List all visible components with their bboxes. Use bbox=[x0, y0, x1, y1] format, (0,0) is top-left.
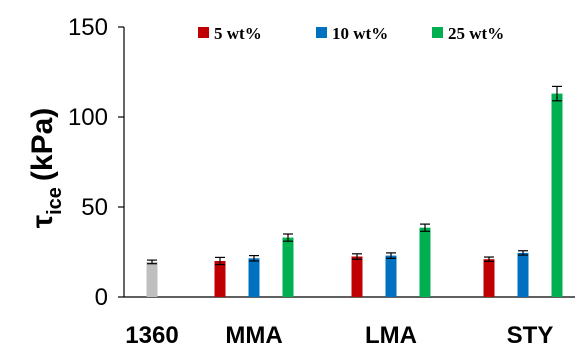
bar-series-2 bbox=[517, 252, 529, 297]
x-category-label: STY bbox=[507, 322, 554, 349]
bar-series-1 bbox=[214, 261, 226, 297]
bar-series-3 bbox=[282, 237, 294, 297]
bar-series-1 bbox=[351, 256, 363, 297]
bar-series-2 bbox=[248, 258, 260, 297]
legend-label: 5 wt% bbox=[214, 24, 262, 43]
bar-series-1 bbox=[483, 259, 495, 297]
legend-swatch bbox=[198, 27, 209, 38]
x-category-label: 1360 bbox=[125, 322, 178, 349]
legend: 5 wt% 10 wt% 25 wt% bbox=[198, 24, 504, 43]
y-tick-label: 100 bbox=[68, 104, 108, 131]
legend-label: 25 wt% bbox=[448, 24, 504, 43]
y-tick-label: 50 bbox=[81, 194, 108, 221]
y-axis-title: τice (kPa) bbox=[26, 108, 66, 229]
bar-series-3 bbox=[419, 227, 431, 297]
axes: 0 50 100 150 1360 MMA LMA STY bbox=[68, 14, 575, 349]
legend-swatch bbox=[316, 27, 327, 38]
x-category-label: LMA bbox=[365, 322, 417, 349]
x-category-label: MMA bbox=[225, 322, 282, 349]
y-axis-title-unit: (kPa) bbox=[26, 108, 59, 181]
y-tick-label: 150 bbox=[68, 14, 108, 41]
bar-reference bbox=[146, 261, 158, 297]
bar-series-2 bbox=[385, 255, 397, 297]
bar-series-3 bbox=[551, 93, 563, 297]
y-tick-label: 0 bbox=[95, 284, 108, 311]
legend-swatch bbox=[432, 27, 443, 38]
y-axis-title-symbol: τ bbox=[26, 215, 59, 228]
y-axis-title-subscript: ice bbox=[44, 187, 66, 215]
legend-label: 10 wt% bbox=[332, 24, 388, 43]
bars bbox=[146, 85, 563, 297]
